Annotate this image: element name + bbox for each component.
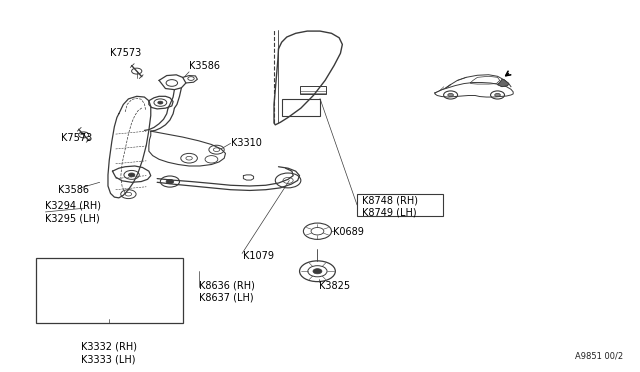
Polygon shape [497,79,509,87]
Circle shape [166,179,173,184]
Text: K3586: K3586 [189,61,220,71]
Text: K7573: K7573 [109,48,141,58]
Text: K0689: K0689 [333,227,364,237]
Bar [36,258,182,323]
Text: K8636 (RH)
K8637 (LH): K8636 (RH) K8637 (LH) [198,280,255,303]
Circle shape [495,93,500,97]
Text: K7573: K7573 [61,133,93,143]
Circle shape [448,93,453,97]
Circle shape [129,173,135,177]
Text: K8748 (RH)
K8749 (LH): K8748 (RH) K8749 (LH) [362,195,417,218]
Bar [357,194,444,216]
Circle shape [313,269,322,274]
Bar [282,99,320,116]
Text: K3294 (RH)
K3295 (LH): K3294 (RH) K3295 (LH) [45,201,101,223]
Text: K3332 (RH)
K3333 (LH): K3332 (RH) K3333 (LH) [81,341,137,364]
Text: K3825: K3825 [319,281,350,291]
Text: K3586: K3586 [58,185,89,195]
Text: K3310: K3310 [230,138,262,148]
Bar [300,86,326,94]
Text: A9851 00/2: A9851 00/2 [575,351,623,360]
Circle shape [158,101,163,104]
Text: K1079: K1079 [243,251,275,262]
